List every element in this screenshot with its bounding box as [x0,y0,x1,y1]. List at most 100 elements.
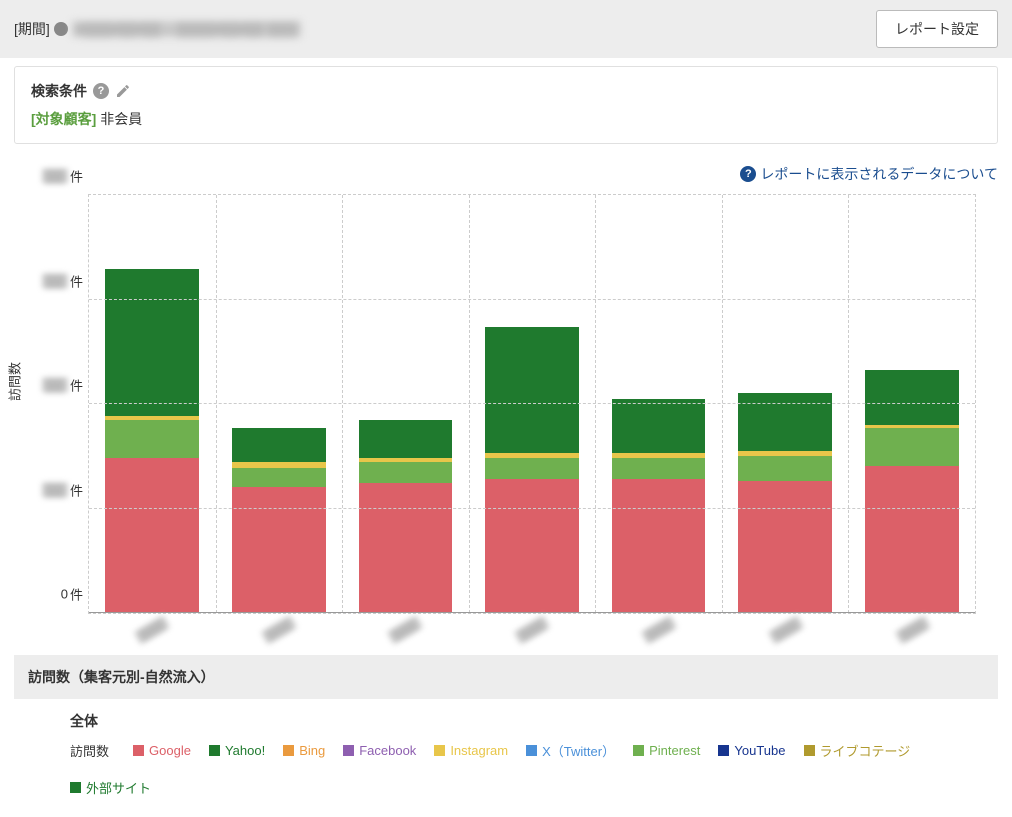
legend-row: 訪問数 Google Yahoo! Bing Facebook Instagram X（T… [70,741,998,817]
legend-item-youtube[interactable]: YouTube [718,743,785,758]
legend-swatch [283,745,294,756]
bar-segment-external[interactable] [865,370,959,425]
bar-segment-external[interactable] [738,393,832,452]
legend-item-livecommerce[interactable]: ライブコテージ [804,741,911,760]
bar-segment-pinterest[interactable] [612,458,706,479]
stacked-bar[interactable] [865,370,959,613]
legend-swatch [804,745,815,756]
period-value: 2▒▒▒/▒▒/▒▒ – ▒▒▒▒/▒▒/▒▒ ▒▒▒ [72,21,301,37]
y-tick: ▒▒件 [42,271,89,290]
bar-segment-external[interactable] [485,327,579,453]
legend-item-pinterest[interactable]: Pinterest [633,743,700,758]
x-label: ▒▒▒ [849,614,976,637]
sub-title: 全体 [70,711,998,731]
edit-icon[interactable] [115,83,131,99]
bar-segment-google[interactable] [612,479,706,613]
period-key: [期間] [14,19,50,39]
report-settings-button[interactable]: レポート設定 [876,10,998,48]
bar-segment-pinterest[interactable] [865,428,959,466]
legend-text: Bing [299,743,325,758]
bar-slot [216,195,343,613]
bars-layer [89,195,975,613]
bar-segment-google[interactable] [738,481,832,613]
bar-slot [722,195,849,613]
bar-segment-external[interactable] [359,420,453,458]
clock-icon [54,22,68,36]
bar-segment-external[interactable] [612,399,706,454]
y-tick: ▒▒件 [42,167,89,186]
x-axis-labels: ▒▒▒▒▒▒▒▒▒▒▒▒▒▒▒▒▒▒▒▒▒ [88,614,976,637]
stacked-bar[interactable] [485,327,579,613]
chart-plot-area: 0件▒▒件▒▒件▒▒件▒▒件 [88,194,976,614]
stacked-bar[interactable] [359,420,453,613]
legend-item-yahoo[interactable]: Yahoo! [209,743,265,758]
bar-segment-external[interactable] [232,428,326,462]
filter-line: [対象顧客] 非会員 [31,109,981,129]
y-tick: ▒▒件 [42,376,89,395]
legend-text: Facebook [359,743,416,758]
legend-item-bing[interactable]: Bing [283,743,325,758]
legend-swatch [434,745,445,756]
legend-text: Pinterest [649,743,700,758]
legend-swatch [343,745,354,756]
legend-swatch [633,745,644,756]
bar-slot [89,195,216,613]
legend-text: Google [149,743,191,758]
stacked-bar[interactable] [232,428,326,613]
y-tick: ▒▒件 [42,480,89,499]
legend-swatch [526,745,537,756]
help-icon[interactable]: ? [93,83,109,99]
header-bar: [期間] 2▒▒▒/▒▒/▒▒ – ▒▒▒▒/▒▒/▒▒ ▒▒▒ レポート設定 [0,0,1012,58]
grid-vertical [342,195,343,613]
info-link-text: レポートに表示されるデータについて [760,164,998,184]
legend-item-facebook[interactable]: Facebook [343,743,416,758]
data-info-link[interactable]: ? レポートに表示されるデータについて [740,164,998,184]
x-label: ▒▒▒ [342,614,469,637]
bar-segment-google[interactable] [359,483,453,613]
x-axis-line [89,612,975,613]
period-label: [期間] 2▒▒▒/▒▒/▒▒ – ▒▒▒▒/▒▒/▒▒ ▒▒▒ [14,19,301,39]
question-icon: ? [740,166,756,182]
bar-segment-google[interactable] [232,487,326,613]
search-title-text: 検索条件 [31,81,87,101]
legend-item-x[interactable]: X（Twitter） [526,741,615,760]
y-axis-title: 訪問数 [5,361,24,400]
legend-text: 外部サイト [86,778,151,797]
chart-container: 訪問数 0件▒▒件▒▒件▒▒件▒▒件 ▒▒▒▒▒▒▒▒▒▒▒▒▒▒▒▒▒▒▒▒▒ [0,184,1012,637]
stacked-bar[interactable] [612,399,706,613]
bar-segment-pinterest[interactable] [359,462,453,483]
grid-vertical [848,195,849,613]
grid-vertical [722,195,723,613]
legend-item-external[interactable]: 外部サイト [70,778,151,797]
info-link-row: ? レポートに表示されるデータについて [0,158,1012,184]
x-label: ▒▒▒ [595,614,722,637]
legend-swatch [70,782,81,793]
bar-segment-google[interactable] [865,466,959,613]
legend-item-instagram[interactable]: Instagram [434,743,508,758]
bar-slot [595,195,722,613]
bar-segment-google[interactable] [485,479,579,613]
bar-segment-pinterest[interactable] [232,468,326,487]
stacked-bar[interactable] [738,393,832,613]
legend-label: 訪問数 [70,741,109,760]
bar-segment-pinterest[interactable] [105,420,199,458]
bar-segment-google[interactable] [105,458,199,613]
grid-horizontal [89,299,975,300]
legend-text: Instagram [450,743,508,758]
legend-item-google[interactable]: Google [133,743,191,758]
bar-segment-pinterest[interactable] [738,456,832,481]
x-label: ▒▒▒ [88,614,215,637]
legend-text: Yahoo! [225,743,265,758]
legend-text: YouTube [734,743,785,758]
grid-horizontal [89,508,975,509]
legend-swatch [133,745,144,756]
bar-segment-pinterest[interactable] [485,458,579,479]
grid-horizontal [89,403,975,404]
x-label: ▒▒▒ [469,614,596,637]
grid-vertical [595,195,596,613]
grid-vertical [469,195,470,613]
bar-segment-external[interactable] [105,269,199,416]
filter-key: [対象顧客] [31,111,96,127]
bar-slot [469,195,596,613]
stacked-bar[interactable] [105,269,199,613]
